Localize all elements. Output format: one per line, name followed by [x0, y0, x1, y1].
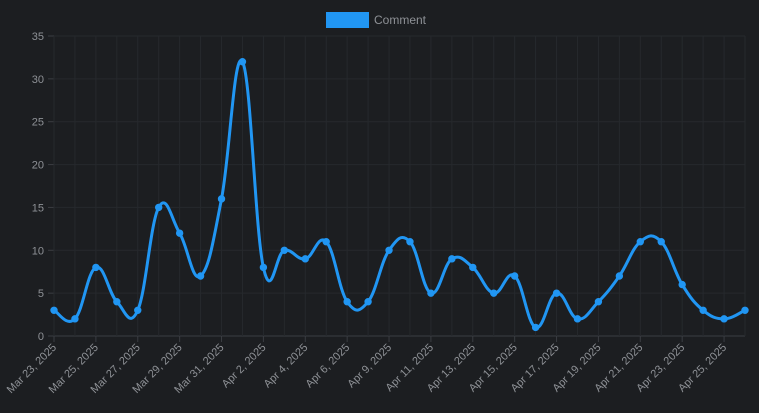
data-point[interactable]	[154, 203, 163, 212]
data-point[interactable]	[615, 272, 624, 280]
data-point[interactable]	[134, 306, 142, 314]
data-point[interactable]	[92, 263, 100, 272]
data-point[interactable]	[217, 195, 226, 203]
legend[interactable]: Comment	[326, 12, 427, 28]
data-point[interactable]	[238, 58, 247, 66]
data-point[interactable]	[490, 289, 498, 297]
data-point[interactable]	[469, 263, 477, 272]
y-tick-label: 25	[32, 117, 44, 129]
series-points	[50, 58, 749, 332]
data-point[interactable]	[259, 263, 268, 272]
grid	[48, 35, 746, 337]
y-tick-label: 0	[38, 331, 44, 343]
data-point[interactable]	[196, 272, 205, 280]
data-point[interactable]	[657, 238, 665, 246]
data-point[interactable]	[594, 298, 603, 306]
data-point[interactable]	[699, 306, 707, 314]
y-tick-label: 35	[32, 31, 44, 43]
data-point[interactable]	[448, 255, 456, 263]
data-point[interactable]	[427, 289, 435, 297]
x-tick-label: Apr 2, 2025	[220, 342, 269, 391]
data-point[interactable]	[406, 238, 414, 246]
data-point[interactable]	[678, 280, 686, 289]
y-tick-label: 15	[32, 202, 44, 214]
data-point[interactable]	[531, 323, 540, 332]
legend-label[interactable]: Comment	[374, 13, 427, 27]
y-tick-label: 30	[32, 74, 44, 86]
data-point[interactable]	[113, 298, 121, 306]
data-point[interactable]	[510, 272, 519, 280]
y-tick-label: 10	[32, 245, 44, 257]
y-tick-label: 5	[38, 288, 44, 300]
data-point[interactable]	[71, 315, 79, 323]
data-point[interactable]	[343, 298, 351, 306]
data-point[interactable]	[720, 315, 728, 323]
data-point[interactable]	[364, 298, 372, 306]
x-tick-label: Apr 6, 2025	[304, 342, 353, 391]
y-axis: 0 5 10 15 20 25 30 35	[32, 31, 44, 343]
data-point[interactable]	[322, 238, 330, 246]
data-point[interactable]	[175, 229, 184, 237]
data-point[interactable]	[301, 255, 309, 263]
legend-swatch[interactable]	[326, 12, 369, 28]
data-point[interactable]	[385, 246, 393, 254]
data-point[interactable]	[50, 306, 58, 314]
data-point[interactable]	[280, 246, 289, 254]
data-point[interactable]	[552, 289, 561, 297]
data-point[interactable]	[573, 315, 582, 323]
series-line-comment	[52, 59, 747, 329]
data-point[interactable]	[741, 306, 749, 314]
data-point[interactable]	[636, 238, 645, 246]
y-tick-label: 20	[32, 160, 44, 172]
x-tick-label: Apr 4, 2025	[262, 342, 311, 391]
